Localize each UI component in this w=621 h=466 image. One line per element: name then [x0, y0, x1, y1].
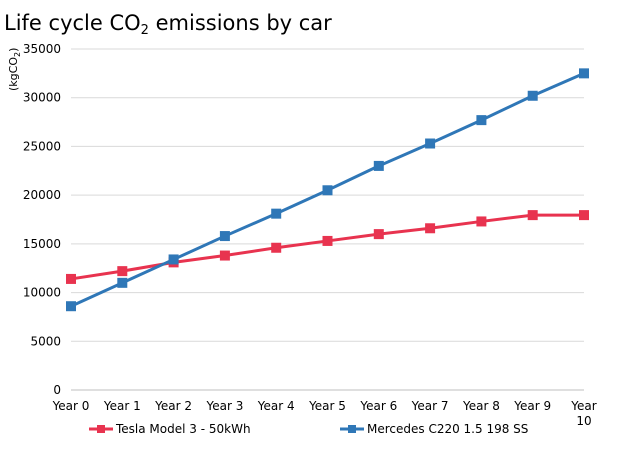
y-tick-label: 10000	[23, 286, 61, 300]
legend-swatch-marker	[348, 425, 356, 433]
legend-item: Mercedes C220 1.5 198 SS	[340, 422, 528, 436]
series-line	[70, 213, 584, 281]
y-tick-label: 0	[53, 383, 61, 397]
x-tick-label: Year 6	[359, 399, 397, 413]
legend-item: Tesla Model 3 - 50kWh	[89, 422, 251, 436]
data-point	[373, 160, 384, 171]
series-2	[66, 68, 589, 312]
legend-label: Mercedes C220 1.5 198 SS	[367, 422, 528, 436]
data-point	[219, 231, 230, 242]
y-tick-label: 5000	[30, 334, 61, 348]
data-point	[271, 242, 282, 253]
chart-title: Life cycle CO2 emissions by car	[4, 11, 332, 38]
x-tick-label: Year 9	[513, 399, 551, 413]
x-tick-label: Year 4	[257, 399, 295, 413]
data-point	[271, 208, 282, 219]
y-axis-label: (kgCO2)	[7, 48, 22, 91]
y-tick-label: 35000	[23, 42, 61, 56]
x-tick-label: Year 5	[308, 399, 346, 413]
data-point	[322, 185, 333, 196]
data-point	[476, 115, 487, 126]
x-tick-label: Year 7	[411, 399, 449, 413]
x-tick-label: Year 8	[462, 399, 500, 413]
y-tick-label: 25000	[23, 139, 61, 153]
y-axis-ticks: 0 5000 10000 15000 20000 25000 30000 35000	[23, 42, 61, 397]
y-tick-label: 15000	[23, 237, 61, 251]
data-point	[66, 273, 76, 284]
data-point	[373, 229, 384, 240]
y-tick-label: 30000	[23, 91, 61, 105]
series-group	[66, 68, 589, 312]
legend: Tesla Model 3 - 50kWh Mercedes C220 1.5 1…	[89, 422, 528, 436]
x-tick-label: Year 0	[52, 399, 90, 413]
x-tick-label: Year 1	[103, 399, 141, 413]
x-axis-ticks: Year 0 Year 1 Year 2 Year 3 Year 4 Year 5 Year…	[52, 399, 597, 428]
data-point	[219, 250, 230, 261]
x-tick-label: Year 10	[570, 399, 596, 428]
y-tick-label: 20000	[23, 188, 61, 202]
data-point	[476, 216, 487, 227]
x-tick-label: Year 3	[205, 399, 243, 413]
data-point	[579, 68, 589, 79]
legend-swatch-marker	[97, 425, 105, 433]
data-point	[579, 210, 589, 221]
data-point	[527, 90, 538, 101]
data-point	[66, 301, 76, 312]
legend-label: Tesla Model 3 - 50kWh	[115, 422, 251, 436]
series-1	[66, 210, 589, 284]
data-point	[322, 235, 333, 246]
data-point	[425, 223, 436, 234]
data-point	[117, 277, 128, 288]
data-point	[425, 138, 436, 149]
x-tick-label: Year 2	[154, 399, 192, 413]
data-point	[168, 254, 179, 265]
data-point	[117, 266, 128, 277]
data-point	[527, 210, 538, 221]
